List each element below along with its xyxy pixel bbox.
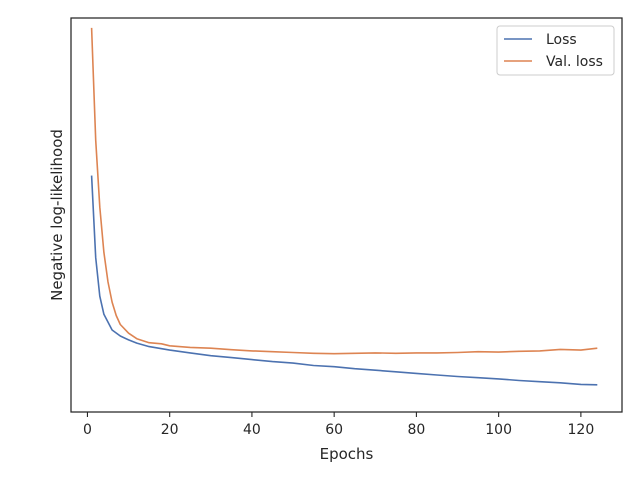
series-line-loss (90, 175, 598, 386)
plot-content (90, 27, 598, 386)
series-line-val-loss (90, 27, 598, 355)
y-axis-label: Negative log-likelihood (48, 129, 66, 301)
x-axis-label: Epochs (320, 445, 374, 463)
x-tick-label: 0 (83, 422, 92, 438)
x-tick-label: 20 (161, 422, 179, 438)
x-tick-label: 60 (325, 422, 343, 438)
x-tick-label: 120 (568, 422, 595, 438)
x-tick-label: 80 (407, 422, 425, 438)
legend-label: Loss (546, 32, 577, 48)
legend-label: Val. loss (546, 54, 603, 70)
x-tick-label: 100 (485, 422, 512, 438)
legend: Loss Val. loss (496, 25, 615, 76)
x-axis-ticks: 0 20 40 60 80 100 120 (83, 412, 594, 438)
plot-frame (70, 17, 623, 413)
x-tick-label: 40 (243, 422, 261, 438)
